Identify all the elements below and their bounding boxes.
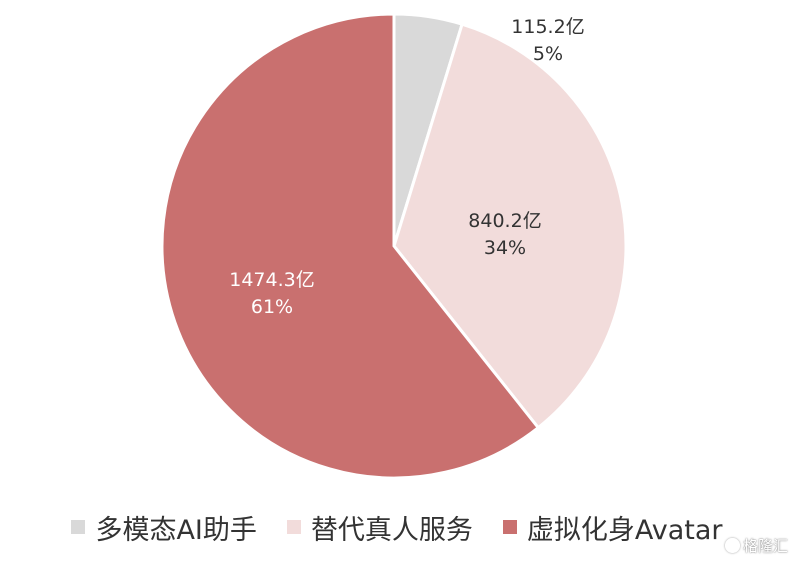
legend-swatch xyxy=(286,520,301,534)
pie-slice xyxy=(392,22,628,430)
slice-value-label: 1474.3亿 xyxy=(229,269,314,291)
legend-swatch xyxy=(502,520,517,534)
watermark-text: 格隆汇 xyxy=(742,537,788,555)
legend: 多模态AI助手 替代真人服务 虚拟化身Avatar xyxy=(0,505,794,549)
slice-percent-label: 61% xyxy=(251,296,293,318)
watermark: 格隆汇 xyxy=(724,535,788,556)
legend-label: 虚拟化身Avatar xyxy=(526,514,723,546)
legend-label: 替代真人服务 xyxy=(310,514,473,546)
slice-percent-label: 34% xyxy=(484,237,526,259)
slice-percent-label: 5% xyxy=(533,43,563,65)
slice-value-label: 840.2亿 xyxy=(468,210,541,232)
legend-swatch xyxy=(71,520,86,534)
pie-chart: 115.2亿 5% 840.2亿 34% 1474.3亿 61% xyxy=(160,12,628,480)
legend-item-human-replacement-service: 替代真人服务 xyxy=(286,508,473,547)
pie-slice xyxy=(160,12,541,480)
gelonghui-logo-icon xyxy=(724,538,740,553)
slice-value-label: 115.2亿 xyxy=(511,16,584,38)
legend-item-multimodal-ai-assistant: 多模态AI助手 xyxy=(71,508,257,547)
legend-label: 多模态AI助手 xyxy=(95,514,257,546)
legend-item-virtual-avatar: 虚拟化身Avatar xyxy=(502,508,723,547)
